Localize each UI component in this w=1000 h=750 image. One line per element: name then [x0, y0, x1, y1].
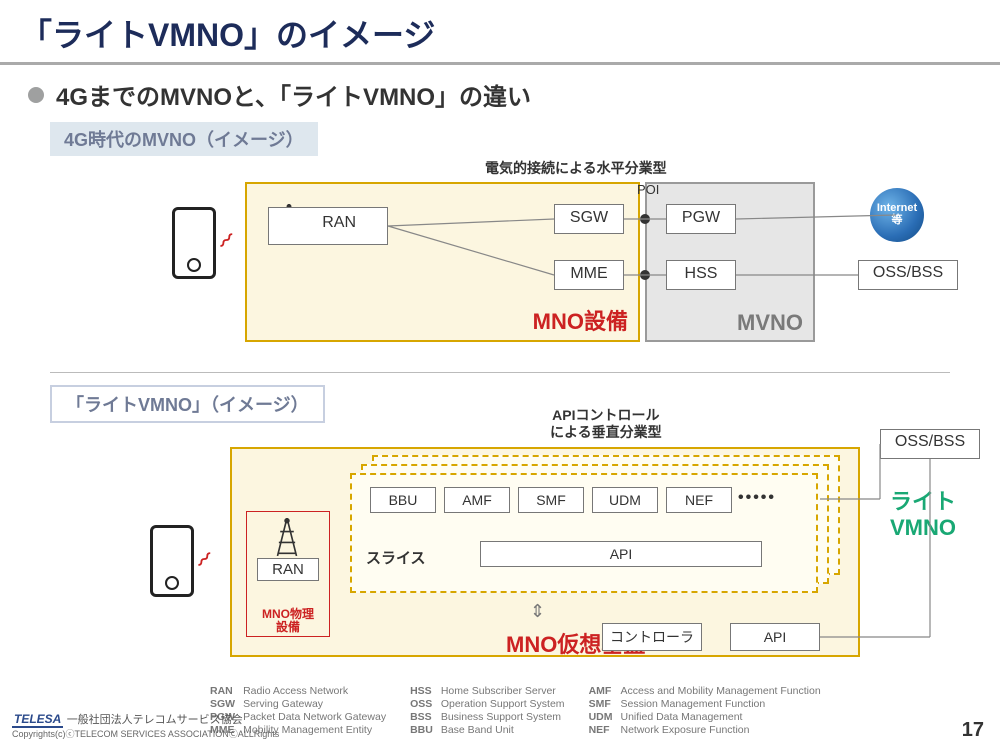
d1-top-label: 電気的接続による水平分業型 — [485, 158, 667, 178]
node-oss-bss: OSS/BSS — [880, 429, 980, 459]
poi-dot-icon — [640, 270, 650, 280]
logo-text: TELESA — [12, 712, 63, 728]
node-api: API — [480, 541, 762, 567]
d2-top-label: APIコントロールによる垂直分業型 — [550, 407, 662, 441]
wifi-icon: ⌇ — [212, 228, 238, 254]
node-controller: コントローラ — [602, 623, 702, 651]
mno-physical-container: RAN MNO物理 設備 — [246, 511, 330, 637]
smartphone-icon — [172, 207, 216, 279]
node-oss-bss: OSS/BSS — [858, 260, 958, 290]
smartphone-icon — [150, 525, 194, 597]
divider — [50, 372, 950, 373]
slide-title: 「ライトVMNO」のイメージ — [0, 0, 1000, 65]
mvno-label: MVNO — [737, 310, 803, 336]
mno-label: MNO設備 — [533, 304, 628, 336]
node-smf: SMF — [518, 487, 584, 513]
slice-label: スライス — [366, 547, 426, 568]
node-api-external: API — [730, 623, 820, 651]
node-sgw: SGW — [554, 204, 624, 234]
node-bbu: BBU — [370, 487, 436, 513]
internet-globe-icon: Internet 等 — [870, 188, 924, 242]
glossary-col: HSSHome Subscriber ServerOSSOperation Su… — [410, 685, 564, 736]
node-hss: HSS — [666, 260, 736, 290]
wifi-icon: ⌇ — [190, 547, 216, 573]
glossary: RANRadio Access NetworkSGWServing Gatewa… — [210, 685, 970, 736]
tower-icon — [273, 518, 301, 561]
footer-copyright: Copyrights(c)ⓒTELECOM SERVICES ASSOCIATI… — [12, 727, 279, 740]
mno-physical-label: MNO物理 設備 — [247, 608, 329, 634]
node-mme: MME — [554, 260, 624, 290]
diagram-4g-mvno: 電気的接続による水平分業型 ⌇ MNO設備 MVNO RAN SGW MME P… — [50, 162, 980, 362]
section1-header: 4G時代のMVNO（イメージ） — [50, 122, 318, 156]
node-nef: NEF — [666, 487, 732, 513]
updown-arrow-icon: ⇕ — [530, 601, 545, 622]
glossary-col: AMFAccess and Mobility Management Functi… — [589, 685, 821, 736]
slice-stack — [350, 455, 840, 593]
node-ran: RAN — [257, 558, 319, 581]
footer-logo: TELESA 一般社団法人テレコムサービス協会 Copyrights(c)ⓒTE… — [12, 711, 279, 740]
ellipsis-icon: ••••• — [738, 489, 776, 507]
light-vmno-label: ライトVMNO — [890, 489, 956, 542]
bullet-icon — [28, 87, 44, 103]
poi-label: POI — [637, 182, 659, 197]
node-udm: UDM — [592, 487, 658, 513]
diagram-light-vmno: APIコントロールによる垂直分業型 ⌇ MNO仮想基盤 RAN MNO物理 設備… — [50, 429, 980, 679]
section2-header: 「ライトVMNO」（イメージ） — [50, 385, 325, 423]
node-ran: RAN — [268, 207, 388, 245]
footer-org: 一般社団法人テレコムサービス協会 — [67, 714, 243, 726]
poi-dot-icon — [640, 214, 650, 224]
page-number: 17 — [962, 719, 984, 742]
ran-label: RAN — [322, 214, 356, 231]
node-amf: AMF — [444, 487, 510, 513]
node-pgw: PGW — [666, 204, 736, 234]
subtitle: 4GまでのMVNOと、「ライトVMNO」の違い — [56, 77, 531, 112]
